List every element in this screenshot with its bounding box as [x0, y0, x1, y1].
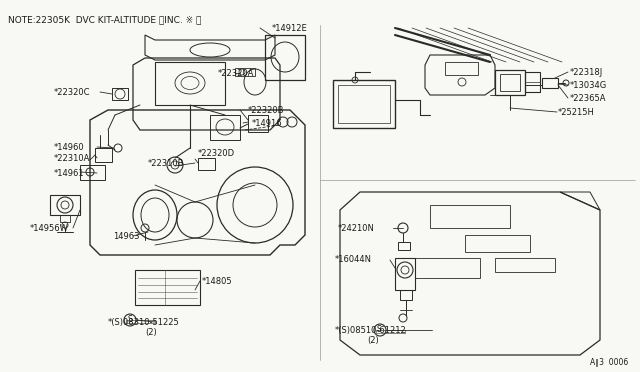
Text: *22318J: *22318J — [570, 67, 604, 77]
Text: S: S — [377, 326, 381, 334]
Text: A∥3  0006: A∥3 0006 — [590, 357, 628, 366]
Text: *22320B: *22320B — [248, 106, 285, 115]
Text: *22310B: *22310B — [148, 158, 184, 167]
Text: *14956W: *14956W — [30, 224, 69, 232]
Text: (2): (2) — [145, 328, 157, 337]
Text: *22320A: *22320A — [218, 68, 254, 77]
Text: *13034G: *13034G — [570, 80, 607, 90]
Text: *22320D: *22320D — [198, 148, 235, 157]
Text: *22320C: *22320C — [54, 87, 90, 96]
Text: 14963: 14963 — [113, 231, 140, 241]
Text: S: S — [127, 315, 132, 324]
Text: *(S)08310-51225: *(S)08310-51225 — [108, 317, 180, 327]
Text: (2): (2) — [367, 336, 379, 344]
Text: *14805: *14805 — [202, 276, 232, 285]
Text: *25215H: *25215H — [558, 108, 595, 116]
Text: *22365A: *22365A — [570, 93, 607, 103]
Text: *14961: *14961 — [54, 169, 84, 177]
Text: *22310A: *22310A — [54, 154, 90, 163]
Text: *14916: *14916 — [252, 119, 283, 128]
Text: *24210N: *24210N — [338, 224, 375, 232]
Text: NOTE:22305K  DVC KIT-ALTITUDE 〈INC. ※ 〉: NOTE:22305K DVC KIT-ALTITUDE 〈INC. ※ 〉 — [8, 15, 202, 24]
Text: *14960: *14960 — [54, 142, 84, 151]
Text: *14912E: *14912E — [272, 23, 308, 32]
Text: *16044N: *16044N — [335, 256, 372, 264]
Text: *(S)08510-61212: *(S)08510-61212 — [335, 326, 407, 334]
